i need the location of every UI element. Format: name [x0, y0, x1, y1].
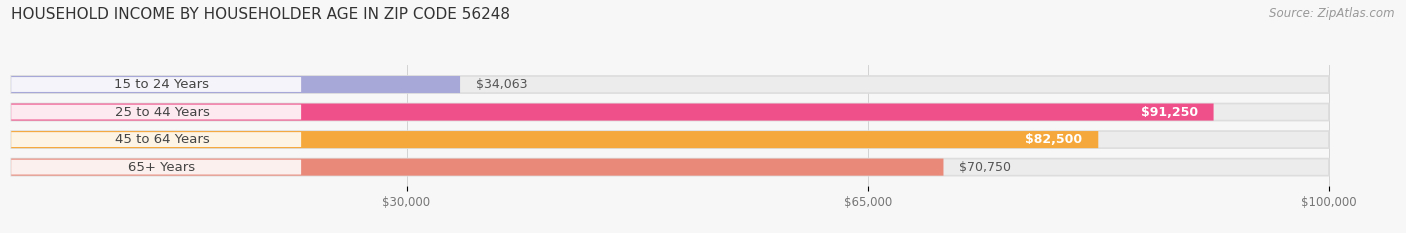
FancyBboxPatch shape	[11, 159, 943, 176]
Text: HOUSEHOLD INCOME BY HOUSEHOLDER AGE IN ZIP CODE 56248: HOUSEHOLD INCOME BY HOUSEHOLDER AGE IN Z…	[11, 7, 510, 22]
FancyBboxPatch shape	[11, 103, 1329, 121]
FancyBboxPatch shape	[11, 132, 301, 147]
Text: Source: ZipAtlas.com: Source: ZipAtlas.com	[1270, 7, 1395, 20]
FancyBboxPatch shape	[11, 76, 1329, 93]
FancyBboxPatch shape	[11, 76, 460, 93]
Text: 15 to 24 Years: 15 to 24 Years	[114, 78, 209, 91]
FancyBboxPatch shape	[11, 103, 1213, 121]
Text: $34,063: $34,063	[475, 78, 527, 91]
Text: $91,250: $91,250	[1140, 106, 1198, 119]
Text: $70,750: $70,750	[959, 161, 1011, 174]
FancyBboxPatch shape	[11, 160, 301, 175]
Text: 25 to 44 Years: 25 to 44 Years	[114, 106, 209, 119]
Text: 65+ Years: 65+ Years	[128, 161, 195, 174]
FancyBboxPatch shape	[11, 159, 1329, 176]
FancyBboxPatch shape	[11, 131, 1329, 148]
Text: $82,500: $82,500	[1025, 133, 1083, 146]
FancyBboxPatch shape	[11, 77, 301, 92]
Text: 45 to 64 Years: 45 to 64 Years	[115, 133, 209, 146]
FancyBboxPatch shape	[11, 105, 301, 120]
FancyBboxPatch shape	[11, 131, 1098, 148]
